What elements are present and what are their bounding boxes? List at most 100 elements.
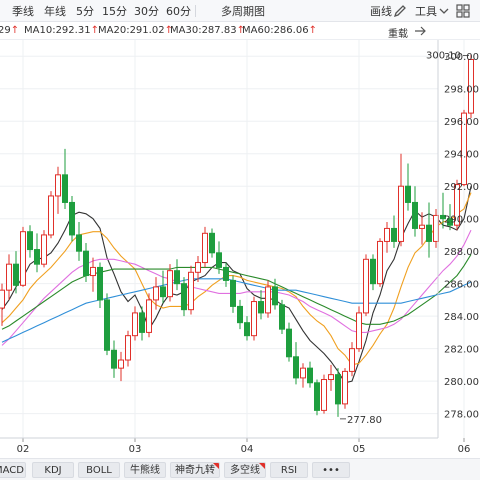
candle[interactable] [391, 215, 397, 248]
period-button-quarter[interactable]: 季线 [12, 5, 34, 18]
candle[interactable] [132, 306, 138, 341]
candle-body [223, 266, 229, 281]
candle-body [328, 374, 334, 381]
period-button-15min[interactable]: 15分 [102, 5, 127, 18]
candle[interactable] [181, 277, 187, 317]
candle[interactable] [48, 191, 54, 239]
candle[interactable] [216, 241, 222, 274]
tab-magic-nine[interactable]: 神奇九转 [170, 462, 220, 478]
tab-boll[interactable]: BOLL [78, 462, 120, 478]
candle[interactable] [293, 342, 299, 385]
low-price-label: 277.80 [347, 415, 382, 426]
candle[interactable] [223, 262, 229, 287]
candle-body [335, 374, 341, 405]
candle[interactable] [20, 226, 26, 287]
multi-period-button[interactable]: 多周期图 [221, 5, 265, 18]
candle[interactable] [244, 316, 250, 341]
candle[interactable] [146, 293, 152, 338]
period-button-60min[interactable]: 60分 [166, 5, 191, 18]
candle[interactable] [272, 278, 278, 310]
candle-body [6, 263, 12, 291]
candle-body [321, 379, 327, 411]
candle[interactable] [97, 262, 103, 309]
candle[interactable] [209, 228, 215, 258]
candle[interactable] [265, 280, 271, 318]
candle[interactable] [0, 283, 5, 326]
candle[interactable] [363, 254, 369, 317]
tab-rsi[interactable]: RSI [270, 462, 308, 478]
candle[interactable] [454, 179, 460, 231]
candle[interactable] [440, 192, 446, 229]
candle[interactable] [83, 243, 89, 283]
candle[interactable] [90, 257, 96, 292]
candle[interactable] [62, 148, 68, 209]
candle[interactable] [461, 109, 467, 187]
candlestick-chart[interactable]: 278.00 280.00 282.00 284.00 286.00 288.00 290.… [0, 40, 480, 458]
candle[interactable] [412, 186, 418, 237]
candle[interactable] [286, 322, 292, 362]
ma-legend-row: 29↑ MA10:292.31↑ MA20:291.02↑ MA30:287.8… [0, 22, 480, 40]
candle[interactable] [104, 293, 110, 356]
candle[interactable] [426, 202, 432, 258]
dropdown-caret-icon[interactable] [436, 3, 452, 19]
candle[interactable] [6, 254, 12, 300]
candle[interactable] [419, 212, 425, 245]
draw-line-button[interactable]: 画线 [370, 5, 392, 18]
candle[interactable] [34, 233, 40, 273]
candle[interactable] [160, 270, 166, 304]
candle[interactable] [41, 230, 47, 268]
tab-long-short-label: 多空线 [230, 465, 260, 476]
tools-menu-button[interactable]: 工具 [415, 5, 437, 18]
period-button-5min[interactable]: 5分 [76, 5, 94, 18]
candle[interactable] [307, 361, 313, 388]
candle[interactable] [370, 254, 376, 291]
candle[interactable] [279, 299, 285, 335]
period-button-year[interactable]: 年线 [44, 5, 66, 18]
candle[interactable] [328, 364, 334, 391]
candle[interactable] [349, 342, 355, 377]
tab-kdj[interactable]: KDJ [32, 462, 74, 478]
candle[interactable] [111, 340, 117, 378]
candle[interactable] [321, 374, 327, 414]
candle[interactable] [468, 54, 474, 118]
candle[interactable] [188, 265, 194, 315]
candle[interactable] [300, 363, 306, 388]
candle[interactable] [251, 296, 257, 341]
grid-layout-icon[interactable] [455, 3, 471, 19]
candle[interactable] [202, 226, 208, 268]
candle[interactable] [55, 166, 61, 214]
candle[interactable] [237, 299, 243, 330]
candle[interactable] [258, 290, 264, 320]
candle[interactable] [314, 379, 320, 416]
candle[interactable] [27, 225, 33, 258]
candle[interactable] [342, 368, 348, 409]
candle[interactable] [69, 195, 75, 242]
reset-arrow-icon[interactable] [414, 26, 426, 36]
candle[interactable] [377, 238, 383, 287]
candle-body [244, 322, 250, 337]
period-button-30min[interactable]: 30分 [134, 5, 159, 18]
candle-body [62, 174, 68, 203]
candle[interactable] [195, 256, 201, 283]
candle[interactable] [230, 275, 236, 313]
tab-macd[interactable]: MACD [0, 462, 26, 478]
candle[interactable] [174, 259, 180, 291]
candle[interactable] [167, 264, 173, 302]
reset-button[interactable]: 重载 [388, 29, 408, 40]
candle[interactable] [153, 277, 159, 310]
candle[interactable] [76, 221, 82, 261]
candle[interactable] [447, 204, 453, 231]
candle[interactable] [13, 251, 19, 294]
candle[interactable] [398, 153, 404, 247]
tab-bull-bear-line[interactable]: 牛熊线 [124, 462, 166, 478]
draw-pencil-icon[interactable] [392, 3, 408, 19]
candle[interactable] [384, 221, 390, 253]
candle[interactable] [335, 368, 341, 417]
candle[interactable] [356, 306, 362, 352]
tab-long-short-line[interactable]: 多空线 [224, 462, 266, 478]
candle[interactable] [405, 163, 411, 211]
candle[interactable] [125, 330, 131, 367]
tab-more[interactable]: ••• [312, 462, 350, 478]
candle[interactable] [118, 351, 124, 382]
candle[interactable] [139, 306, 145, 341]
